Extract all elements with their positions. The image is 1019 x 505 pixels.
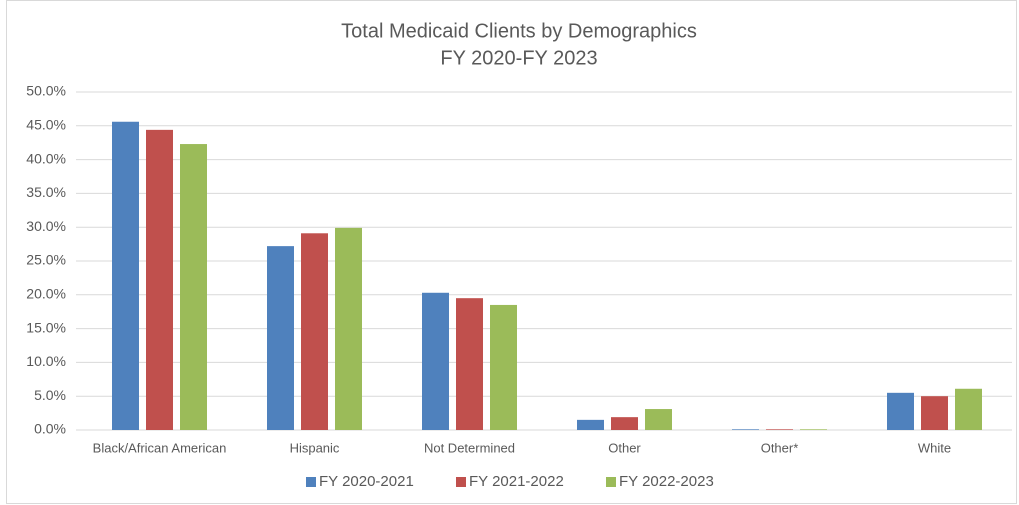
legend-swatch bbox=[456, 477, 466, 487]
bar bbox=[456, 298, 483, 430]
bar bbox=[267, 246, 294, 430]
x-tick-label: Not Determined bbox=[424, 440, 515, 455]
y-tick-label: 25.0% bbox=[26, 252, 66, 268]
bar bbox=[180, 144, 207, 430]
bar bbox=[887, 392, 914, 430]
bar bbox=[955, 388, 982, 430]
bar bbox=[800, 429, 827, 430]
bar bbox=[301, 233, 328, 430]
x-tick-label: Other bbox=[608, 440, 641, 455]
legend-label: FY 2021-2022 bbox=[469, 473, 564, 490]
bar bbox=[422, 292, 449, 430]
y-tick-label: 0.0% bbox=[34, 421, 66, 437]
y-tick-label: 10.0% bbox=[26, 353, 66, 369]
y-tick-label: 30.0% bbox=[26, 218, 66, 234]
bar bbox=[732, 429, 759, 430]
y-tick-label: 50.0% bbox=[26, 83, 66, 99]
legend-swatch bbox=[306, 477, 316, 487]
y-tick-label: 15.0% bbox=[26, 319, 66, 335]
y-tick-label: 45.0% bbox=[26, 117, 66, 133]
bar bbox=[645, 409, 672, 430]
bar bbox=[611, 417, 638, 430]
chart-subtitle: FY 2020-FY 2023 bbox=[440, 47, 597, 69]
x-tick-label: Hispanic bbox=[290, 440, 340, 455]
bar bbox=[146, 129, 173, 430]
y-tick-label: 5.0% bbox=[34, 387, 66, 403]
x-tick-label: Other* bbox=[761, 440, 799, 455]
bar bbox=[490, 304, 517, 430]
legend-label: FY 2022-2023 bbox=[619, 473, 714, 490]
bar bbox=[921, 396, 948, 430]
legend-swatch bbox=[606, 477, 616, 487]
bar bbox=[335, 227, 362, 430]
y-tick-label: 40.0% bbox=[26, 150, 66, 166]
bar bbox=[577, 419, 604, 430]
y-tick-label: 35.0% bbox=[26, 184, 66, 200]
chart-title: Total Medicaid Clients by Demographics bbox=[341, 20, 697, 42]
x-tick-label: White bbox=[918, 440, 951, 455]
y-tick-label: 20.0% bbox=[26, 286, 66, 302]
x-tick-label: Black/African American bbox=[93, 440, 227, 455]
bar bbox=[112, 121, 139, 430]
bar bbox=[766, 429, 793, 430]
legend-label: FY 2020-2021 bbox=[319, 473, 414, 490]
